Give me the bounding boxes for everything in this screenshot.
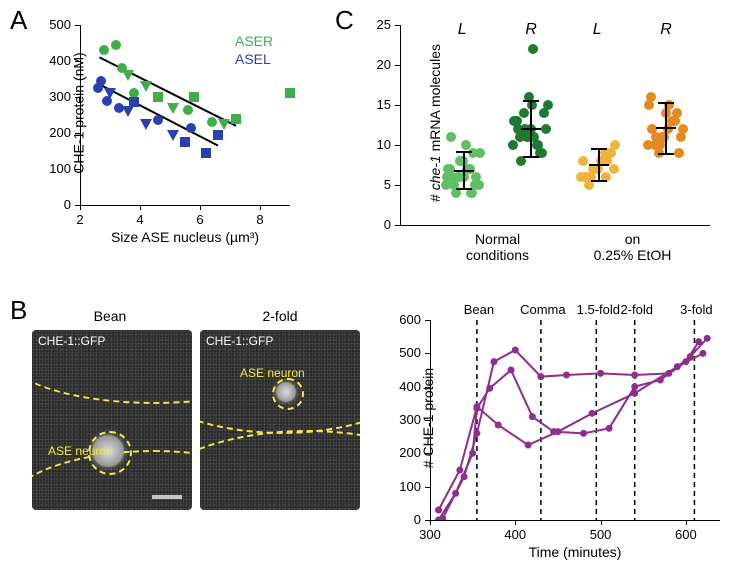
data-point — [674, 148, 684, 158]
marker-square — [153, 92, 163, 102]
plot-c: 0510152025# che-1 mRNA moleculesLRLRNorm… — [400, 25, 710, 225]
stage-label: Comma — [517, 302, 569, 317]
data-point — [644, 100, 654, 110]
marker-square — [213, 130, 223, 140]
gfp-label: CHE-1::GFP — [38, 334, 105, 348]
condition-label: on — [583, 231, 683, 247]
lr-label: R — [525, 21, 537, 39]
stage-label: 2-fold — [611, 302, 663, 317]
marker-circle — [186, 123, 196, 133]
marker-square — [201, 148, 211, 158]
data-point — [541, 124, 551, 134]
condition-label: 0.25% EtOH — [583, 247, 683, 263]
marker-circle — [183, 105, 193, 115]
embryo-outline — [200, 430, 360, 510]
condition-label: Normal — [448, 231, 548, 247]
marker-square — [129, 97, 139, 107]
panel-label-c: C — [335, 5, 354, 36]
marker-triangle — [104, 88, 116, 99]
data-point — [446, 132, 456, 142]
condition-label: conditions — [448, 247, 548, 263]
marker-circle — [111, 40, 121, 50]
y-title: # che-1 mRNA molecules — [427, 44, 443, 202]
nucleus-outline — [272, 378, 304, 410]
marker-circle — [96, 76, 106, 86]
embryo-bean: CHE-1::GFP ASE neuron — [32, 330, 192, 510]
nucleus-label: ASE neuron — [240, 366, 305, 380]
lr-label: L — [458, 21, 467, 39]
panel-label-a: A — [10, 5, 27, 36]
plot-a: 01002003004005002468Size ASE nucleus (µm… — [80, 25, 290, 205]
embryo-title-2fold: 2-fold — [210, 308, 350, 324]
data-point — [474, 180, 484, 190]
legend-asel: ASEL — [235, 51, 271, 67]
stage-label: 3-fold — [670, 302, 722, 317]
panel-label-b: B — [10, 295, 27, 326]
marker-square — [285, 88, 295, 98]
marker-triangle — [167, 130, 179, 141]
marker-square — [180, 137, 190, 147]
data-point — [543, 100, 553, 110]
scalebar — [152, 495, 182, 499]
stage-label: Bean — [453, 302, 505, 317]
y-axis — [400, 25, 401, 225]
nucleus-label: ASE neuron — [48, 444, 113, 458]
marker-triangle — [140, 81, 152, 92]
data-point — [528, 44, 538, 54]
x-axis — [400, 225, 710, 226]
marker-triangle — [122, 106, 134, 117]
embryo-2fold: CHE-1::GFP ASE neuron — [200, 330, 360, 510]
data-point — [442, 172, 452, 182]
marker-triangle — [140, 119, 152, 130]
lr-label: L — [593, 21, 602, 39]
legend-aser: ASER — [235, 33, 273, 49]
data-point — [667, 116, 677, 126]
plot-b: 0100200300400500600300400500600Time (min… — [430, 320, 720, 520]
x-title: Time (minutes) — [515, 544, 635, 560]
data-point — [609, 164, 619, 174]
x-axis — [80, 205, 290, 206]
gfp-label: CHE-1::GFP — [206, 334, 273, 348]
marker-square — [189, 92, 199, 102]
marker-triangle — [167, 103, 179, 114]
data-point — [578, 156, 588, 166]
embryo-title-bean: Bean — [40, 308, 180, 324]
data-point — [508, 140, 518, 150]
data-point — [676, 132, 686, 142]
marker-triangle — [218, 119, 230, 130]
x-title: Size ASE nucleus (µm³) — [105, 229, 265, 245]
lr-label: R — [660, 21, 672, 39]
marker-triangle — [122, 70, 134, 81]
data-point — [519, 108, 529, 118]
x-axis — [430, 520, 720, 521]
marker-square — [231, 114, 241, 124]
